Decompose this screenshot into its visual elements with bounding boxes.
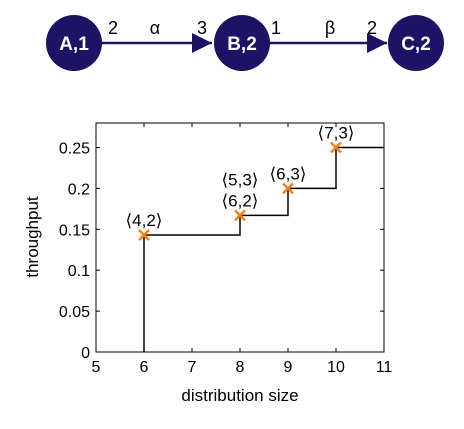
axis-ticks: 5 6 7 8 9 10 11 0 0.05 0.1 0.15 0.2 0.25 bbox=[59, 123, 393, 376]
data-point-2: ⟨6,3⟩ bbox=[270, 164, 307, 195]
edge-left-num-a-b: 2 bbox=[108, 18, 118, 38]
edge-label-a-b: α bbox=[150, 18, 160, 38]
data-point-1: ⟨5,3⟩ ⟨6,2⟩ bbox=[222, 170, 259, 222]
x-tick-label-1: 6 bbox=[140, 359, 149, 376]
edge-b-c: 1 β 2 bbox=[269, 18, 387, 53]
node-c-label: C,2 bbox=[401, 34, 431, 55]
edge-right-num-b-c: 2 bbox=[367, 18, 377, 38]
point-label-3-0: ⟨7,3⟩ bbox=[318, 124, 355, 143]
node-c-circle bbox=[388, 15, 444, 71]
node-c: C,2 bbox=[388, 15, 444, 71]
edge-right-num-a-b: 3 bbox=[197, 18, 207, 38]
node-b: B,2 bbox=[214, 15, 270, 71]
x-tick-label-4: 9 bbox=[284, 359, 293, 376]
marker-stroke-b bbox=[234, 209, 246, 222]
data-point-3: ⟨7,3⟩ bbox=[318, 124, 355, 154]
x-tick-label-2: 7 bbox=[188, 359, 197, 376]
node-b-circle bbox=[214, 15, 270, 71]
y-tick-label-5: 0.25 bbox=[59, 141, 90, 158]
edge-left-num-b-c: 1 bbox=[271, 18, 281, 38]
point-label-0-0: ⟨4,2⟩ bbox=[126, 211, 163, 230]
point-label-1-0: ⟨5,3⟩ bbox=[222, 170, 259, 189]
data-point-0: ⟨4,2⟩ bbox=[126, 211, 163, 241]
y-axis-label: throughput bbox=[23, 196, 42, 278]
point-markers: ⟨4,2⟩ ⟨5,3⟩ ⟨6,2⟩ ⟨6,3⟩ ⟨7,3⟩ bbox=[126, 124, 355, 241]
marker-stroke-b bbox=[282, 182, 294, 195]
node-a: A,1 bbox=[46, 15, 102, 71]
y-tick-label-0: 0 bbox=[81, 345, 90, 362]
node-a-circle bbox=[46, 15, 102, 71]
marker-stroke-b bbox=[138, 229, 150, 241]
marker-stroke-b bbox=[330, 141, 342, 154]
step-series bbox=[143, 146, 384, 352]
x-tick-label-5: 10 bbox=[327, 359, 345, 376]
x-tick-label-3: 8 bbox=[236, 359, 245, 376]
edge-a-b: 2 α 3 bbox=[101, 18, 212, 53]
node-a-label: A,1 bbox=[59, 34, 89, 55]
graph-diagram: 2 α 3 1 β 2 A,1 B,2 C,2 bbox=[46, 15, 444, 71]
y-tick-label-1: 0.05 bbox=[59, 304, 90, 321]
step-line bbox=[143, 146, 384, 352]
x-tick-label-6: 11 bbox=[376, 359, 393, 376]
x-axis-label: distribution size bbox=[181, 386, 298, 405]
point-label-1-1: ⟨6,2⟩ bbox=[222, 191, 259, 210]
plot-frame bbox=[95, 122, 385, 353]
y-tick-label-4: 0.2 bbox=[68, 181, 90, 198]
point-label-2-0: ⟨6,3⟩ bbox=[270, 164, 307, 183]
node-b-label: B,2 bbox=[227, 34, 257, 55]
y-tick-label-3: 0.15 bbox=[59, 222, 90, 239]
x-tick-label-0: 5 bbox=[92, 359, 101, 376]
y-tick-label-2: 0.1 bbox=[68, 263, 90, 280]
edge-label-b-c: β bbox=[325, 18, 335, 38]
